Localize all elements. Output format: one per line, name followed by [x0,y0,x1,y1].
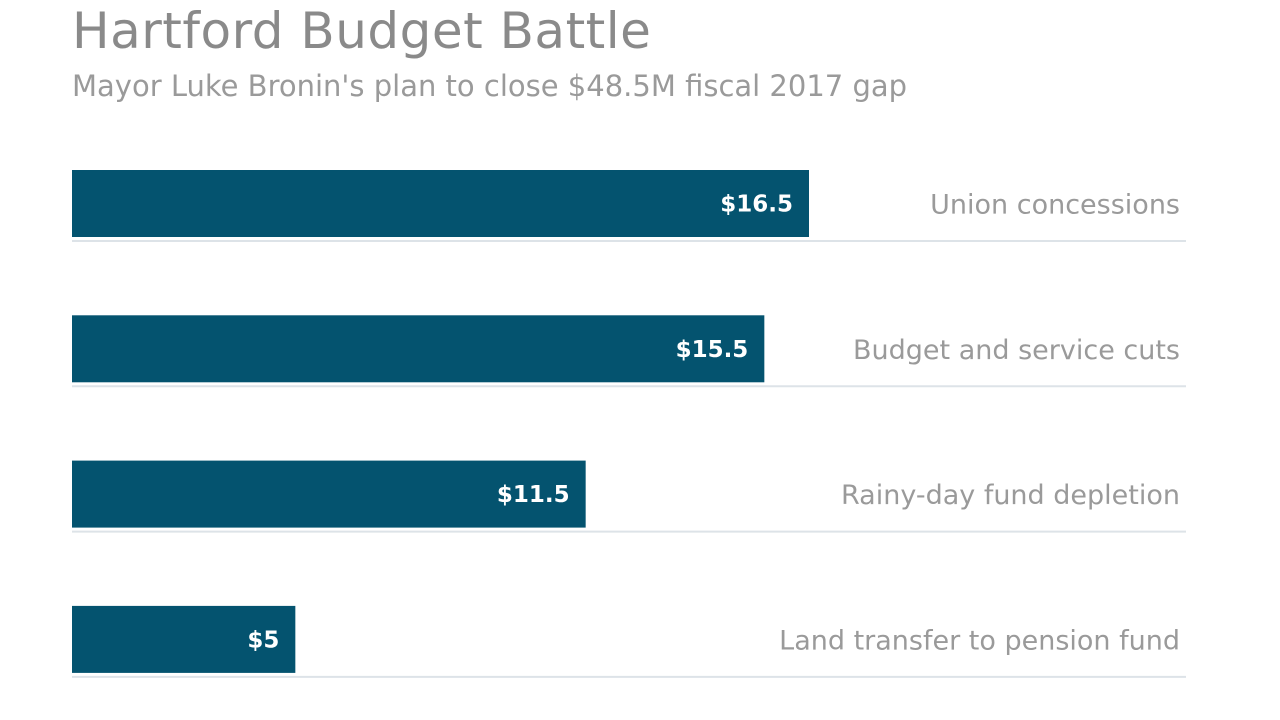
bar-value-label: $5 [247,627,279,653]
bar-value-label: $15.5 [676,337,749,363]
category-label: Rainy-day fund depletion [841,480,1180,511]
category-label: Land transfer to pension fund [779,625,1180,656]
bar-row-rainy-day-fund-depletion: $11.5 Rainy-day fund depletion [72,460,1186,533]
bar-row-land-transfer-to-pension-fund: $5 Land transfer to pension fund [72,605,1186,678]
bar-rainy-day-fund-depletion [72,460,586,528]
chart-subtitle: Mayor Luke Bronin's plan to close $48.5M… [72,69,908,103]
bar-value-label: $11.5 [497,482,570,508]
bar-land-transfer-to-pension-fund [72,605,296,673]
bar-budget-and-service-cuts [72,315,765,383]
bar-value-label: $16.5 [720,192,793,218]
category-label: Budget and service cuts [853,335,1180,366]
chart-title: Hartford Budget Battle [72,2,652,60]
bar-row-budget-and-service-cuts: $15.5 Budget and service cuts [72,315,1186,388]
bar-row-union-concessions: $16.5 Union concessions [72,170,1186,242]
category-label: Union concessions [930,190,1180,221]
bar-union-concessions [72,170,809,237]
